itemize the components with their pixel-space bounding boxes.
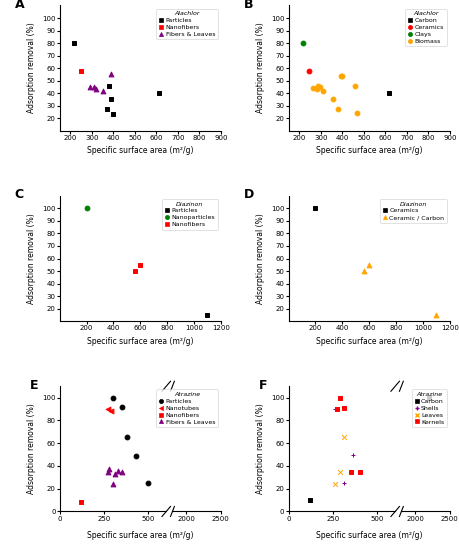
Point — [70, 39, 77, 47]
Point — [385, 89, 392, 97]
Point — [333, 405, 340, 414]
Point — [106, 81, 113, 90]
Point — [347, 468, 354, 476]
Point — [78, 66, 85, 75]
X-axis label: Specific surface area (m²/g): Specific surface area (m²/g) — [87, 146, 194, 156]
Y-axis label: Adsorption removal (%): Adsorption removal (%) — [257, 213, 265, 304]
Y-axis label: Adsorption removal (%): Adsorption removal (%) — [28, 23, 36, 113]
Point — [103, 105, 111, 114]
X-axis label: Specific surface area (m²/g): Specific surface area (m²/g) — [87, 337, 194, 346]
Text: Specific surface area (m²/g): Specific surface area (m²/g) — [316, 531, 422, 540]
Point — [104, 405, 111, 414]
Point — [339, 72, 346, 80]
Point — [118, 468, 125, 476]
Point — [137, 260, 144, 269]
Text: C: C — [15, 188, 24, 201]
Y-axis label: Adsorption removal (%): Adsorption removal (%) — [257, 23, 265, 113]
Point — [334, 105, 341, 114]
Point — [313, 85, 320, 94]
Point — [109, 393, 117, 402]
Point — [107, 70, 115, 79]
Point — [204, 310, 211, 319]
Legend: Particles, Nanofibers, Fibers & Leaves: Particles, Nanofibers, Fibers & Leaves — [157, 9, 218, 40]
Point — [354, 109, 361, 118]
Point — [77, 498, 84, 507]
Point — [107, 407, 115, 416]
Point — [331, 480, 338, 488]
Point — [132, 452, 140, 460]
Point — [155, 89, 162, 97]
Legend: Carbon, Ceramics, Clays, Biomass: Carbon, Ceramics, Clays, Biomass — [405, 9, 447, 46]
Text: A: A — [15, 0, 24, 11]
X-axis label: Specific surface area (m²/g): Specific surface area (m²/g) — [316, 337, 422, 346]
Point — [86, 82, 94, 91]
Point — [107, 95, 115, 104]
X-axis label: Specific surface area (m²/g): Specific surface area (m²/g) — [316, 146, 422, 156]
Point — [123, 433, 131, 442]
Point — [365, 260, 373, 269]
Point — [356, 468, 364, 476]
Point — [299, 39, 306, 47]
Legend: Particles, Nanotubes, Nanofibers, Fibers & Leaves: Particles, Nanotubes, Nanofibers, Fibers… — [157, 389, 218, 427]
Y-axis label: Adsorption removal (%): Adsorption removal (%) — [28, 404, 36, 494]
Point — [90, 82, 98, 91]
Point — [425, 393, 433, 402]
Point — [316, 82, 324, 91]
Point — [115, 466, 122, 475]
Y-axis label: Adsorption removal (%): Adsorption removal (%) — [28, 213, 36, 304]
Point — [93, 85, 100, 94]
Point — [349, 450, 356, 459]
Point — [310, 84, 317, 92]
Point — [314, 81, 321, 90]
Legend: Ceramics, Ceramic / Carbon: Ceramics, Ceramic / Carbon — [380, 199, 447, 223]
Text: B: B — [243, 0, 253, 11]
Point — [331, 405, 338, 414]
Point — [352, 81, 359, 90]
Y-axis label: Adsorption removal (%): Adsorption removal (%) — [257, 404, 265, 494]
Text: E: E — [30, 379, 39, 392]
Point — [109, 480, 117, 488]
Point — [312, 204, 319, 213]
Point — [111, 470, 118, 478]
Point — [340, 404, 347, 412]
Point — [110, 110, 117, 119]
Point — [306, 496, 313, 504]
Point — [337, 72, 345, 80]
Point — [131, 267, 139, 276]
Point — [83, 204, 90, 213]
Point — [340, 433, 347, 442]
Legend: Carbon, Shells, Leaves, Kernels: Carbon, Shells, Leaves, Kernels — [412, 389, 447, 427]
Text: Specific surface area (m²/g): Specific surface area (m²/g) — [87, 531, 194, 540]
Point — [336, 468, 344, 476]
Point — [340, 478, 347, 487]
Point — [329, 95, 336, 104]
Point — [433, 310, 440, 319]
Point — [319, 86, 327, 95]
Point — [118, 403, 125, 411]
Legend: Particles, Nanoparticles, Nanofibers: Particles, Nanoparticles, Nanofibers — [162, 199, 218, 230]
Text: D: D — [243, 188, 254, 201]
Point — [360, 267, 368, 276]
Point — [99, 86, 106, 95]
Point — [106, 465, 113, 474]
Point — [104, 468, 111, 476]
Point — [145, 478, 152, 487]
Point — [336, 393, 344, 402]
Point — [305, 66, 313, 75]
Text: F: F — [259, 379, 267, 392]
